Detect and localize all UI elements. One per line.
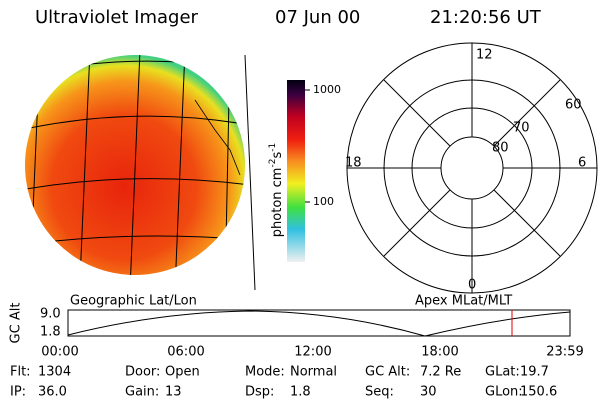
mlt-label: 0 xyxy=(468,278,476,293)
info-value: 7.2 Re xyxy=(420,365,461,380)
panel-label: Apex MLat/MLT xyxy=(415,294,512,309)
unit-exp: -1 xyxy=(268,143,278,152)
info-value: 36.0 xyxy=(38,385,67,400)
x-tick-label: 18:00 xyxy=(421,345,458,360)
time: 21:20:56 UT xyxy=(430,7,542,28)
info-value: 1.8 xyxy=(290,385,311,400)
info-label: Flt: xyxy=(10,365,31,380)
x-tick-label: 00:00 xyxy=(41,345,78,360)
info-value: 30 xyxy=(420,385,437,400)
info-value: 1304 xyxy=(38,365,71,380)
polar-plot xyxy=(346,42,598,294)
info-label: Dsp: xyxy=(245,385,274,400)
colorbar-scale xyxy=(287,80,305,262)
info-panel: Flt: 1304 Door: Open Mode: Normal GC Alt: 7.2 R… xyxy=(10,365,557,400)
mlt-label: 18 xyxy=(345,156,362,171)
lat-label: 80 xyxy=(492,141,509,156)
info-label: Door: xyxy=(125,365,160,380)
mlt-label: 12 xyxy=(476,48,493,63)
info-value: 150.6 xyxy=(520,385,557,400)
unit-part: photon cm xyxy=(270,168,285,238)
lat-label: 70 xyxy=(513,121,530,136)
colorbar-tick: 1000 xyxy=(313,83,341,96)
unit-part: s xyxy=(270,152,285,159)
colorbar: 1000 100 photon cm-2s-1 xyxy=(268,80,341,262)
axis-label: GC Alt xyxy=(9,303,24,344)
info-label: GLat: xyxy=(485,365,520,380)
info-label: Mode: xyxy=(245,365,285,380)
info-value: Open xyxy=(165,365,200,380)
header: Ultraviolet Imager 07 Jun 00 21:20:56 UT xyxy=(35,7,542,28)
info-label: Seq: xyxy=(365,385,394,400)
y-tick-label: 1.8 xyxy=(40,325,61,340)
lat-label: 60 xyxy=(565,98,582,113)
unit-exp: -2 xyxy=(268,159,278,168)
x-tick-label: 23:59 xyxy=(546,345,583,360)
instrument: Ultraviolet Imager xyxy=(35,7,199,28)
mlt-label: 6 xyxy=(578,156,586,171)
info-value: 13 xyxy=(165,385,182,400)
earth-image xyxy=(25,54,256,291)
y-tick-label: 9.0 xyxy=(40,307,61,322)
x-tick-label: 12:00 xyxy=(294,345,331,360)
panel-label: Geographic Lat/Lon xyxy=(70,294,197,309)
date: 07 Jun 00 xyxy=(275,7,360,28)
polar-labels: 12 18 6 0 60 70 80 xyxy=(345,48,586,293)
x-tick-label: 06:00 xyxy=(167,345,204,360)
info-label: GLon: xyxy=(485,385,523,400)
info-value: 19.7 xyxy=(520,365,549,380)
info-label: Gain: xyxy=(125,385,159,400)
colorbar-unit: photon cm-2s-1 xyxy=(268,143,285,237)
colorbar-tick: 100 xyxy=(313,195,334,208)
info-value: Normal xyxy=(290,365,337,380)
info-label: IP: xyxy=(10,385,26,400)
altitude-plot: GC Alt 9.0 1.8 00:00 06:00 12:00 18:00 2… xyxy=(9,303,584,360)
info-label: GC Alt: xyxy=(365,365,410,380)
